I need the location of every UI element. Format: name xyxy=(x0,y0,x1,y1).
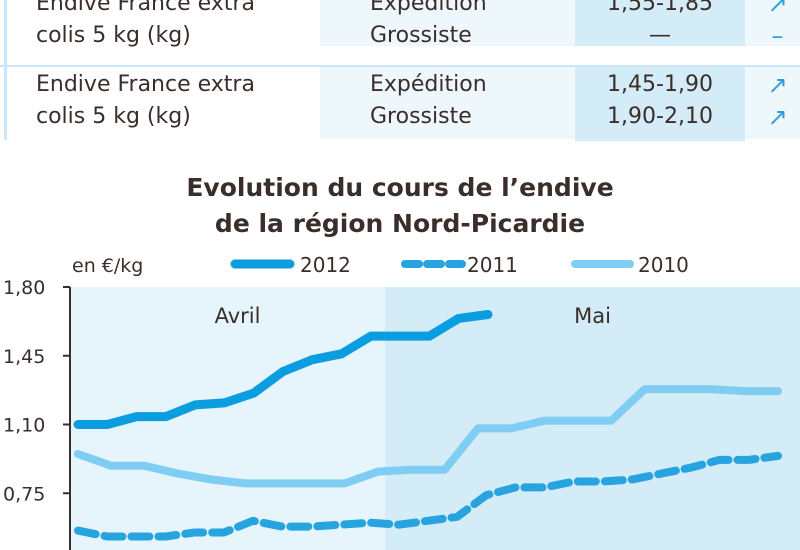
price-cell: 1,45-1,90 1,90-2,10 xyxy=(575,67,745,141)
price-value: — xyxy=(649,23,671,48)
product-line: colis 5 kg (kg) xyxy=(36,23,191,48)
legend-label: 2010 xyxy=(638,253,689,277)
trend-cell: ↗ – xyxy=(755,0,800,52)
table-row: Endive France extra colis 5 kg (kg) Expé… xyxy=(0,65,800,141)
product-cell: Endive France extra colis 5 kg (kg) xyxy=(20,0,320,48)
series-line-2012 xyxy=(73,310,493,429)
period-label: Avril xyxy=(215,304,261,328)
chart-title-line: Evolution du cours de l’endive xyxy=(186,173,614,202)
product-cell: Endive France extra colis 5 kg (kg) xyxy=(20,67,320,139)
table-row: Endive France extra colis 5 kg (kg) Expé… xyxy=(20,0,800,50)
price-value: 1,90-2,10 xyxy=(607,104,713,129)
market-label: Grossiste xyxy=(370,23,472,48)
price-value: 1,45-1,90 xyxy=(607,72,713,97)
market-label: Grossiste xyxy=(370,104,472,129)
chart-title-line: de la région Nord-Picardie xyxy=(214,209,586,238)
series-line-2011 xyxy=(74,451,782,541)
price-cell: 1,55-1,85 — xyxy=(575,0,745,48)
price-table: Endive France extra colis 5 kg (kg) Expé… xyxy=(0,0,800,150)
y-tick-label: 0,75 xyxy=(3,483,45,505)
product-line: Endive France extra xyxy=(36,0,255,16)
chart-title: Evolution du cours de l’endive de la rég… xyxy=(0,170,800,242)
period-label: Mai xyxy=(574,304,611,328)
table-border xyxy=(4,0,7,140)
dash-icon: – xyxy=(771,22,784,50)
y-tick-label: 1,45 xyxy=(3,346,45,368)
arrow-up-right-icon: ↗ xyxy=(767,103,788,131)
y-axis-unit-label: en €/kg xyxy=(72,255,143,277)
market-cell: Expédition Grossiste xyxy=(370,67,570,133)
trend-cell: ↗ ↗ xyxy=(755,67,800,133)
arrow-up-right-icon: ↗ xyxy=(767,71,788,99)
price-value: 1,55-1,85 xyxy=(607,0,713,16)
product-line: Endive France extra xyxy=(36,72,255,97)
series-line-2010 xyxy=(74,385,782,488)
market-cell: Expédition Grossiste xyxy=(370,0,570,52)
arrow-up-right-icon: ↗ xyxy=(767,0,788,18)
legend-label: 2012 xyxy=(300,253,351,277)
product-line: colis 5 kg (kg) xyxy=(36,104,191,129)
market-label: Expédition xyxy=(370,0,487,16)
market-label: Expédition xyxy=(370,72,487,97)
y-tick-label: 1,10 xyxy=(3,415,45,437)
legend-label: 2011 xyxy=(467,253,518,277)
y-tick-label: 1,80 xyxy=(3,277,45,299)
